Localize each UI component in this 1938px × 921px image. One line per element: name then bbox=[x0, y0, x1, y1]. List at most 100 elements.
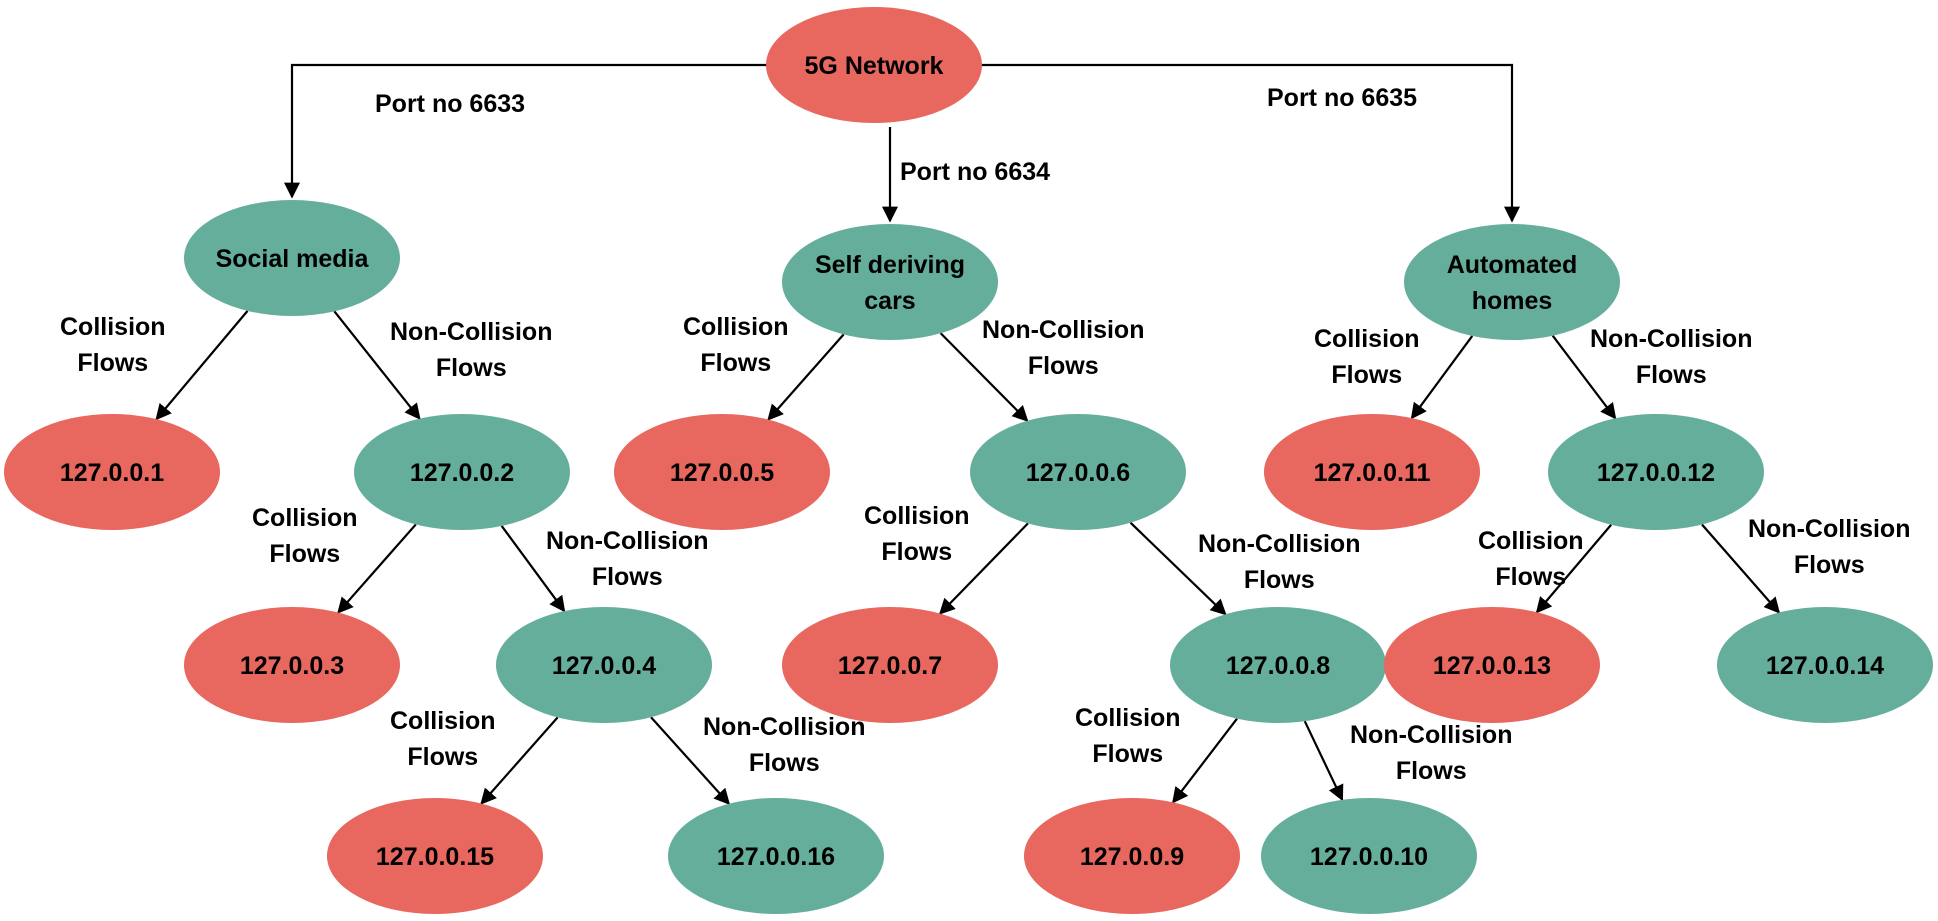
node-label-n5: 127.0.0.5 bbox=[670, 459, 774, 487]
node-label-n13: 127.0.0.13 bbox=[1433, 652, 1551, 680]
node-ellipse-n8 bbox=[1170, 607, 1386, 723]
node-n9: 127.0.0.9 bbox=[1024, 798, 1240, 914]
node-ellipse-cars bbox=[782, 224, 998, 340]
node-n6: 127.0.0.6 bbox=[970, 414, 1186, 530]
edge-label-social-n1: Collision Flows bbox=[60, 313, 166, 377]
edge-label-n2-n4: Non-Collision Flows bbox=[546, 527, 708, 591]
node-n7: 127.0.0.7 bbox=[782, 607, 998, 723]
edge-n6-n7 bbox=[938, 522, 1029, 615]
node-ellipse-n15 bbox=[327, 798, 543, 914]
edge-cars-n6 bbox=[939, 332, 1029, 422]
edge-n2-n3 bbox=[337, 523, 417, 614]
node-ellipse-n14 bbox=[1717, 607, 1933, 723]
edge-label-social-n2: Non-Collision Flows bbox=[390, 318, 552, 382]
node-ellipse-homes bbox=[1404, 224, 1620, 340]
node-n11: 127.0.0.11 bbox=[1264, 414, 1480, 530]
node-n14: 127.0.0.14 bbox=[1717, 607, 1933, 723]
node-label-n7: 127.0.0.7 bbox=[838, 652, 942, 680]
node-ellipse-n2 bbox=[354, 414, 570, 530]
node-n1: 127.0.0.1 bbox=[4, 414, 220, 530]
edge-label-n4-n15: Collision Flows bbox=[390, 707, 496, 771]
node-ellipse-n9 bbox=[1024, 798, 1240, 914]
edge-n8-n9 bbox=[1172, 717, 1238, 804]
node-n5: 127.0.0.5 bbox=[614, 414, 830, 530]
edge-label-root-cars: Port no 6634 bbox=[900, 158, 1050, 186]
edge-root-social bbox=[284, 63, 768, 199]
edge-n6-n8 bbox=[1129, 521, 1227, 616]
edge-label-homes-n11: Collision Flows bbox=[1314, 325, 1420, 389]
node-label-n12: 127.0.0.12 bbox=[1597, 459, 1715, 487]
node-cars: Self deriving cars bbox=[782, 224, 998, 340]
edge-homes-n12 bbox=[1551, 335, 1617, 420]
edge-label-cars-n5: Collision Flows bbox=[683, 313, 789, 377]
node-ellipse-n13 bbox=[1384, 607, 1600, 723]
edge-label-n8-n10: Non-Collision Flows bbox=[1350, 721, 1512, 785]
node-ellipse-n6 bbox=[970, 414, 1186, 530]
edge-social-n1 bbox=[155, 310, 249, 421]
edges-layer: Port no 6633 Port no 6634 Port no 6635 Coll… bbox=[60, 63, 1910, 805]
node-ellipse-n5 bbox=[614, 414, 830, 530]
edge-n4-n15 bbox=[480, 716, 559, 805]
edge-root-homes bbox=[980, 63, 1520, 223]
edge-label-n6-n8: Non-Collision Flows bbox=[1198, 530, 1360, 594]
edge-homes-n11 bbox=[1410, 335, 1474, 420]
node-n15: 127.0.0.15 bbox=[327, 798, 543, 914]
node-ellipse-social bbox=[184, 200, 400, 316]
node-label-n1: 127.0.0.1 bbox=[60, 459, 164, 487]
node-label-homes: Automated homes bbox=[1447, 251, 1578, 315]
edge-label-n12-n13: Collision Flows bbox=[1478, 527, 1584, 591]
edge-social-n2 bbox=[333, 310, 421, 420]
node-label-n6: 127.0.0.6 bbox=[1026, 459, 1130, 487]
edge-label-n6-n7: Collision Flows bbox=[864, 502, 970, 566]
node-label-n15: 127.0.0.15 bbox=[376, 843, 494, 871]
edge-label-homes-n12: Non-Collision Flows bbox=[1590, 325, 1752, 389]
node-label-n10: 127.0.0.10 bbox=[1310, 843, 1428, 871]
node-ellipse-n16 bbox=[668, 798, 884, 914]
edge-label-cars-n6: Non-Collision Flows bbox=[982, 316, 1144, 380]
node-n2: 127.0.0.2 bbox=[354, 414, 570, 530]
edge-label-n8-n9: Collision Flows bbox=[1075, 704, 1181, 768]
node-label-cars: Self deriving cars bbox=[815, 251, 965, 315]
node-ellipse-n4 bbox=[496, 607, 712, 723]
node-n4: 127.0.0.4 bbox=[496, 607, 712, 723]
edge-n12-n13 bbox=[1535, 524, 1613, 614]
node-homes: Automated homes bbox=[1404, 224, 1620, 340]
edge-label-root-social: Port no 6633 bbox=[375, 90, 525, 118]
node-label-n14: 127.0.0.14 bbox=[1766, 652, 1884, 680]
edge-n12-n14 bbox=[1701, 523, 1781, 614]
node-n12: 127.0.0.12 bbox=[1548, 414, 1764, 530]
edge-n2-n4 bbox=[500, 525, 566, 613]
edge-label-root-homes: Port no 6635 bbox=[1267, 84, 1417, 112]
node-label-n3: 127.0.0.3 bbox=[240, 652, 344, 680]
node-label-n2: 127.0.0.2 bbox=[410, 459, 514, 487]
node-ellipse-n11 bbox=[1264, 414, 1480, 530]
node-ellipse-n3 bbox=[184, 607, 400, 723]
node-n3: 127.0.0.3 bbox=[184, 607, 400, 723]
node-label-n4: 127.0.0.4 bbox=[552, 652, 656, 680]
node-root: 5G Network bbox=[766, 7, 982, 123]
edge-label-n12-n14: Non-Collision Flows bbox=[1748, 515, 1910, 579]
node-n8: 127.0.0.8 bbox=[1170, 607, 1386, 723]
node-label-n11: 127.0.0.11 bbox=[1314, 459, 1431, 487]
node-ellipse-n10 bbox=[1261, 798, 1477, 914]
node-social: Social media bbox=[184, 200, 400, 316]
node-ellipse-n1 bbox=[4, 414, 220, 530]
node-n16: 127.0.0.16 bbox=[668, 798, 884, 914]
nodes-layer: 5G Network Social media Self deriving cars A… bbox=[4, 7, 1933, 914]
edge-label-n4-n16: Non-Collision Flows bbox=[703, 713, 865, 777]
edge-cars-n5 bbox=[767, 333, 845, 421]
node-ellipse-n12 bbox=[1548, 414, 1764, 530]
node-label-n8: 127.0.0.8 bbox=[1226, 652, 1330, 680]
node-ellipse-root bbox=[766, 7, 982, 123]
node-label-social: Social media bbox=[216, 245, 370, 273]
edge-label-n2-n3: Collision Flows bbox=[252, 504, 358, 568]
node-label-n9: 127.0.0.9 bbox=[1080, 843, 1184, 871]
node-label-n16: 127.0.0.16 bbox=[717, 843, 835, 871]
node-ellipse-n7 bbox=[782, 607, 998, 723]
node-label-root: 5G Network bbox=[805, 52, 944, 80]
node-n10: 127.0.0.10 bbox=[1261, 798, 1477, 914]
edge-n4-n16 bbox=[650, 716, 731, 805]
node-n13: 127.0.0.13 bbox=[1384, 607, 1600, 723]
edge-n8-n10 bbox=[1303, 720, 1344, 802]
